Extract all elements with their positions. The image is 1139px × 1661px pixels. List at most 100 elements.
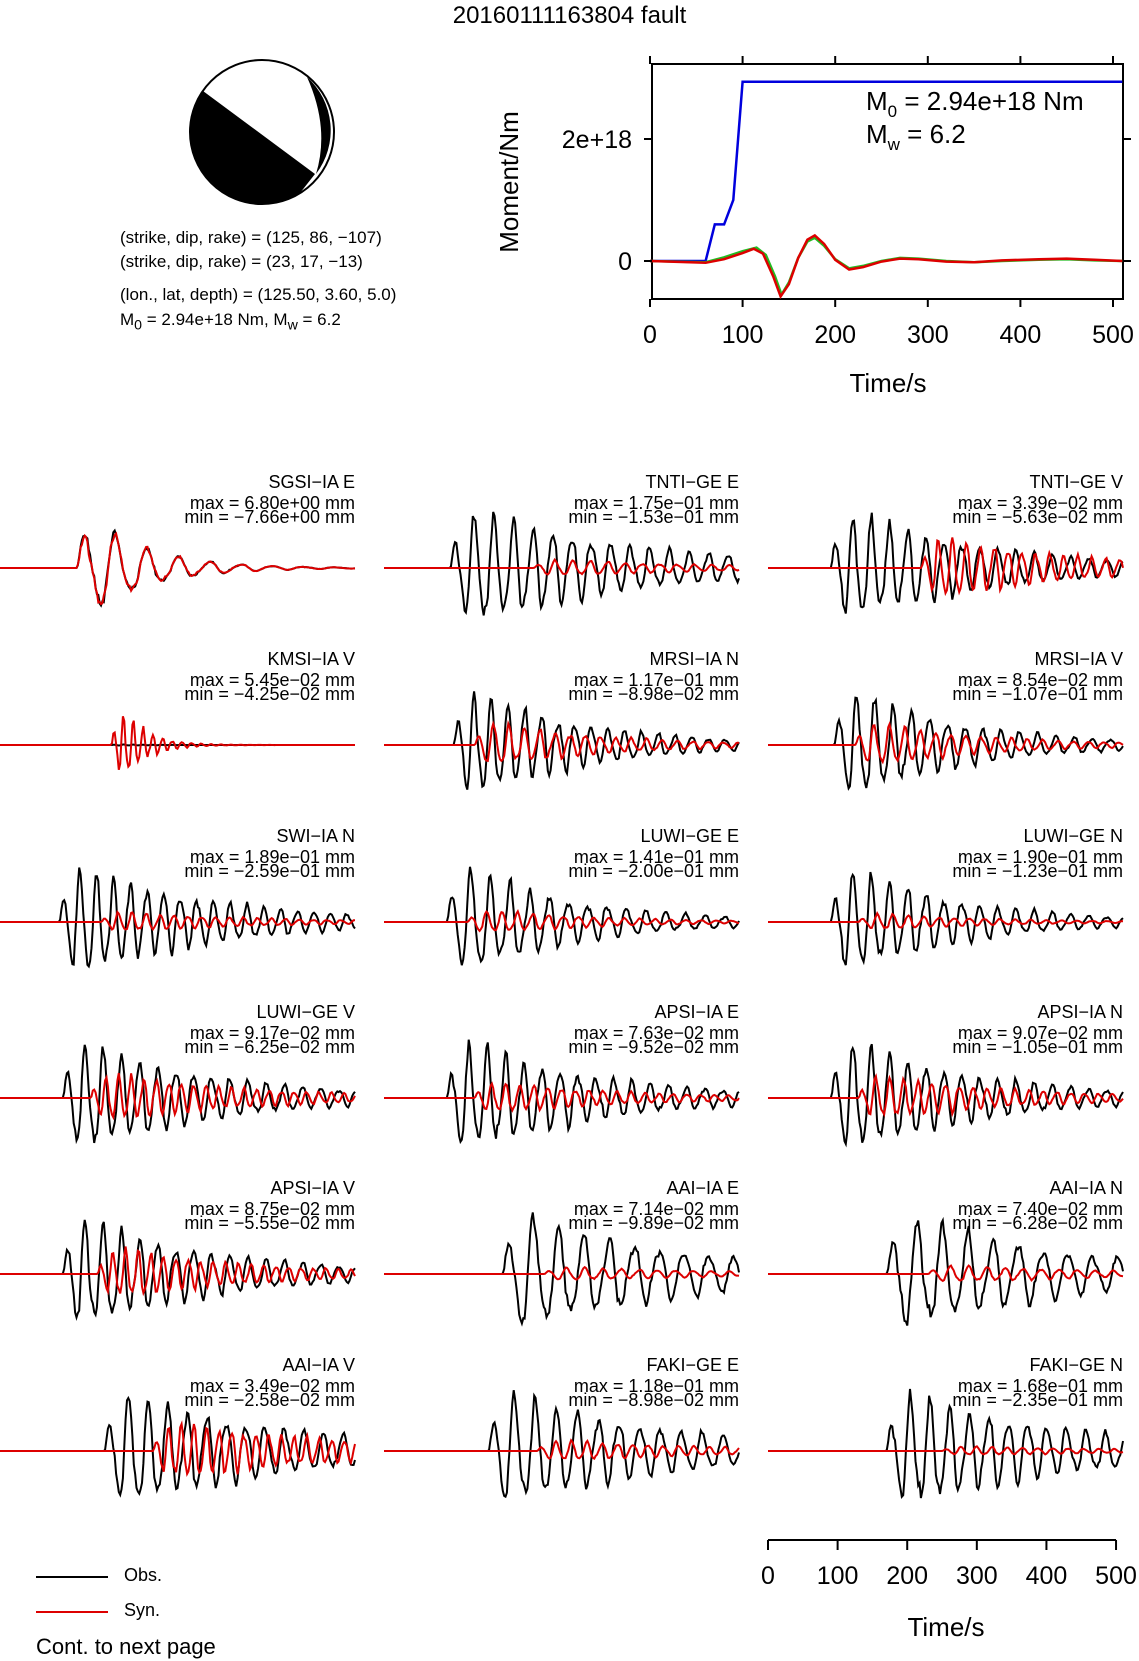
synthetic-trace — [0, 1420, 356, 1478]
station-name: LUWI−GE N — [1023, 826, 1123, 846]
station-panel — [0, 1219, 356, 1322]
station-panel — [384, 1212, 740, 1327]
station-max: max = 3.39e−02 mm — [958, 493, 1123, 513]
synthetic-trace — [768, 537, 1124, 597]
station-name: LUWI−GE V — [256, 1002, 355, 1022]
mw-subscript: w — [287, 317, 298, 334]
observed-trace — [384, 511, 740, 616]
station-max: max = 3.49e−02 mm — [190, 1376, 355, 1396]
page-title: 20160111163804 fault — [452, 2, 687, 29]
station-min: min = −6.25e−02 mm — [184, 1037, 355, 1057]
station-name: LUWI−GE E — [640, 826, 739, 846]
observed-trace — [384, 691, 740, 790]
station-name: TNTI−GE E — [645, 472, 739, 492]
beach-ball-icon — [189, 59, 335, 205]
source-location: (lon., lat, depth) = (125.50, 3.60, 5.0) — [120, 285, 397, 304]
synthetic-trace — [384, 1438, 740, 1460]
station-name: FAKI−GE E — [646, 1355, 739, 1375]
synthetic-trace — [384, 1265, 740, 1281]
station-panel — [768, 871, 1124, 966]
observed-trace — [384, 866, 740, 966]
station-panel — [768, 696, 1124, 791]
station-max: max = 9.07e−02 mm — [958, 1023, 1123, 1043]
moment-value: = 2.94e+18 Nm, M — [142, 310, 288, 329]
station-min: min = −8.98e−02 mm — [568, 684, 739, 704]
station-max: max = 1.90e−01 mm — [958, 847, 1123, 867]
station-name: APSI−IA E — [654, 1002, 739, 1022]
synthetic-trace — [384, 908, 740, 933]
station-panel — [768, 1216, 1124, 1326]
station-min: min = −9.89e−02 mm — [568, 1213, 739, 1233]
moment-ytick-label: 2e+18 — [562, 126, 632, 154]
mw-value: = 6.2 — [297, 310, 341, 329]
station-min: min = −5.63e−02 mm — [952, 507, 1123, 527]
station-name: SGSI−IA E — [268, 472, 355, 492]
station-max: max = 7.14e−02 mm — [574, 1199, 739, 1219]
nodal-plane-1: (strike, dip, rake) = (125, 86, −107) — [120, 228, 382, 247]
waveform-xtick-label: 200 — [886, 1562, 928, 1590]
synthetic-trace — [768, 1073, 1124, 1118]
continuation-note: Cont. to next page — [36, 1634, 216, 1659]
moment-ylabel: Moment/Nm — [494, 111, 524, 253]
station-min: min = −1.53e−01 mm — [568, 507, 739, 527]
waveform-xtick-label: 100 — [817, 1562, 859, 1590]
station-max: max = 1.17e−01 mm — [574, 670, 739, 690]
station-panel — [384, 866, 740, 966]
station-name: AAI−IA N — [1049, 1178, 1123, 1198]
waveform-xtick-label: 300 — [956, 1562, 998, 1590]
waveform-xtick-label: 500 — [1095, 1562, 1137, 1590]
waveform-time-axis: 0 100 200 300 400 500 — [761, 1539, 1137, 1590]
waveform-xtick-label: 0 — [761, 1562, 775, 1590]
station-max: max = 1.75e−01 mm — [574, 493, 739, 513]
station-max: max = 1.68e−01 mm — [958, 1376, 1123, 1396]
station-max: max = 1.89e−01 mm — [190, 847, 355, 867]
station-name: MRSI−IA N — [649, 649, 739, 669]
station-max: max = 8.75e−02 mm — [190, 1199, 355, 1219]
station-min: min = −2.00e−01 mm — [568, 861, 739, 881]
station-min: min = −7.66e+00 mm — [184, 507, 355, 527]
source-moment: M0 = 2.94e+18 Nm, Mw = 6.2 — [120, 310, 341, 333]
moment-series-1 — [649, 236, 1123, 298]
observed-trace — [0, 1395, 356, 1498]
station-panel — [384, 1390, 740, 1499]
moment-mw-label: Mw = 6.2 — [866, 119, 966, 154]
synthetic-trace — [384, 1081, 740, 1113]
station-max: max = 9.17e−02 mm — [190, 1023, 355, 1043]
station-name: APSI−IA N — [1037, 1002, 1123, 1022]
station-max: max = 1.41e−01 mm — [574, 847, 739, 867]
station-panel — [768, 1043, 1124, 1148]
station-max: max = 1.18e−01 mm — [574, 1376, 739, 1396]
synthetic-trace — [768, 911, 1124, 930]
moment-xlabel: Time/s — [849, 368, 926, 398]
station-max: max = 7.63e−02 mm — [574, 1023, 739, 1043]
observed-trace — [768, 871, 1124, 966]
station-min: min = −1.05e−01 mm — [952, 1037, 1123, 1057]
waveform-xtick-label: 400 — [1026, 1562, 1068, 1590]
station-name: SWI−IA N — [276, 826, 355, 846]
legend-syn-label: Syn. — [124, 1600, 161, 1620]
legend-syn-line — [36, 1611, 108, 1613]
station-name: TNTI−GE V — [1029, 472, 1123, 492]
moment-subscript: 0 — [134, 317, 143, 334]
station-min: min = −6.28e−02 mm — [952, 1213, 1123, 1233]
moment-xtick-label: 300 — [907, 321, 949, 349]
station-panel — [384, 1039, 740, 1145]
station-name: FAKI−GE N — [1029, 1355, 1123, 1375]
station-min: min = −1.23e−01 mm — [952, 861, 1123, 881]
moment-series-2 — [649, 233, 1123, 300]
moment-rate-panel: 0 100 200 300 400 500 0 2e+18 Time/s Moment/Nm… — [494, 56, 1134, 398]
station-panel — [384, 691, 740, 790]
station-panel — [768, 1388, 1124, 1500]
synthetic-trace — [0, 1246, 356, 1297]
station-panel — [0, 716, 355, 771]
synthetic-trace — [0, 716, 355, 771]
station-panel — [0, 528, 356, 608]
station-min: min = −2.35e−01 mm — [952, 1390, 1123, 1410]
station-name: APSI−IA V — [270, 1178, 355, 1198]
waveform-xlabel: Time/s — [907, 1612, 984, 1642]
moment-series-0 — [650, 80, 1123, 263]
station-max: max = 7.40e−02 mm — [958, 1199, 1123, 1219]
synthetic-trace — [384, 557, 740, 576]
